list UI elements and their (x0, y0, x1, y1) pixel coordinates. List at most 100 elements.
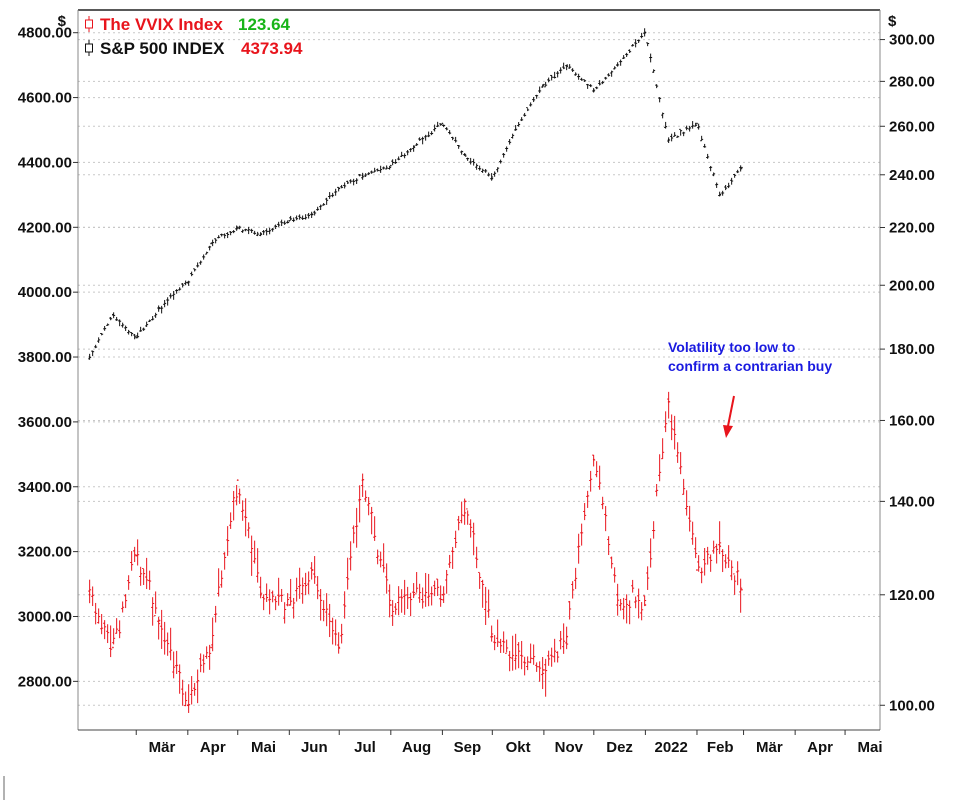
series-bar (304, 572, 308, 596)
series-bar (184, 280, 188, 286)
y-left-tick-2: 4400.00 (18, 154, 72, 171)
series-bar (157, 617, 161, 640)
series-point (719, 193, 722, 196)
series-point (644, 31, 647, 34)
series-bar (565, 626, 569, 650)
series-bar (634, 596, 638, 609)
series-bar (556, 651, 560, 663)
series-bar (559, 67, 563, 74)
series-bar (343, 182, 347, 189)
series-bar (367, 172, 371, 175)
legend-spx-icon (85, 40, 93, 56)
series-bar (163, 621, 167, 655)
series-bar (733, 573, 737, 595)
series-bar (355, 178, 359, 185)
series-bar (277, 221, 281, 227)
series-bar (289, 215, 293, 221)
series-bar (415, 143, 419, 146)
series-bar (331, 617, 335, 645)
series-bar (376, 168, 380, 172)
series-bar (577, 73, 581, 80)
series-bar (628, 49, 632, 54)
y-right-tick-9: 120.00 (889, 587, 935, 604)
series-bar (511, 635, 515, 671)
series-bar (316, 576, 320, 600)
series-bar (229, 231, 233, 236)
series-bar (283, 220, 287, 225)
series-point (236, 479, 239, 482)
series-point (288, 604, 291, 606)
series-bar (439, 123, 443, 126)
series-bar (508, 650, 512, 672)
series-bar (256, 548, 260, 583)
series-bar (283, 602, 287, 624)
series-point (186, 704, 189, 707)
series-bar (640, 32, 644, 39)
series-bar (457, 144, 461, 149)
series-bar (604, 506, 608, 532)
annotation-line-1: Volatility too low to (668, 339, 795, 355)
series-bar (502, 631, 506, 653)
series-bar (154, 312, 158, 318)
series-bar (235, 225, 239, 231)
series-bar (625, 52, 629, 57)
y-right-tick-7: 160.00 (889, 412, 935, 429)
series-bar (607, 536, 611, 556)
series-bar (715, 543, 719, 564)
series-bar (538, 86, 542, 94)
series-bar (424, 134, 428, 141)
x-tick-7: Okt (506, 739, 531, 756)
series-bar (646, 42, 650, 47)
series-bar (580, 523, 584, 546)
series-bar (247, 522, 251, 539)
x-tick-8: Nov (555, 739, 584, 756)
series-bar (121, 601, 125, 613)
series-bar (169, 293, 173, 299)
series-bar (166, 632, 170, 656)
series-bar (97, 337, 101, 343)
series-bar (475, 546, 479, 569)
series-point (338, 187, 341, 190)
legend-vvix-icon (85, 16, 93, 32)
series-bar (394, 159, 398, 164)
series-bar (328, 603, 332, 638)
y-right-tick-10: 100.00 (889, 697, 935, 714)
series-bar (364, 173, 368, 177)
series-bar (694, 537, 698, 559)
series-bar (178, 664, 182, 694)
series-bar (526, 107, 530, 112)
series-bar (649, 538, 653, 568)
series-bar (166, 297, 170, 306)
series-bar (535, 662, 539, 672)
series-point (464, 500, 467, 503)
series-point (441, 122, 444, 125)
series-bar (118, 620, 122, 639)
series-bar (739, 578, 743, 613)
series-bar (232, 230, 236, 234)
annotation-arrow-shaft (727, 395, 735, 427)
series-bar (103, 620, 107, 640)
series-bar (139, 326, 143, 332)
series-bar (406, 586, 410, 609)
series-bar (313, 556, 317, 584)
series-bar (481, 579, 485, 608)
series-bar (703, 547, 707, 576)
series-bar (724, 554, 728, 569)
series-bar (130, 550, 134, 571)
y-left-tick-1: 4600.00 (18, 90, 72, 107)
series-bar (541, 84, 545, 88)
series-bar (484, 169, 488, 173)
series-bar (676, 135, 680, 138)
series-bar (661, 112, 665, 119)
series-point (566, 635, 569, 638)
series-bar (397, 156, 401, 161)
series-bar (523, 656, 527, 676)
series-bar (352, 525, 356, 544)
series-bar (349, 541, 353, 571)
series-bar (172, 651, 176, 679)
series-bar (163, 299, 167, 308)
series-bar (91, 586, 95, 607)
series-bar (100, 332, 104, 336)
series-bar (571, 68, 575, 72)
